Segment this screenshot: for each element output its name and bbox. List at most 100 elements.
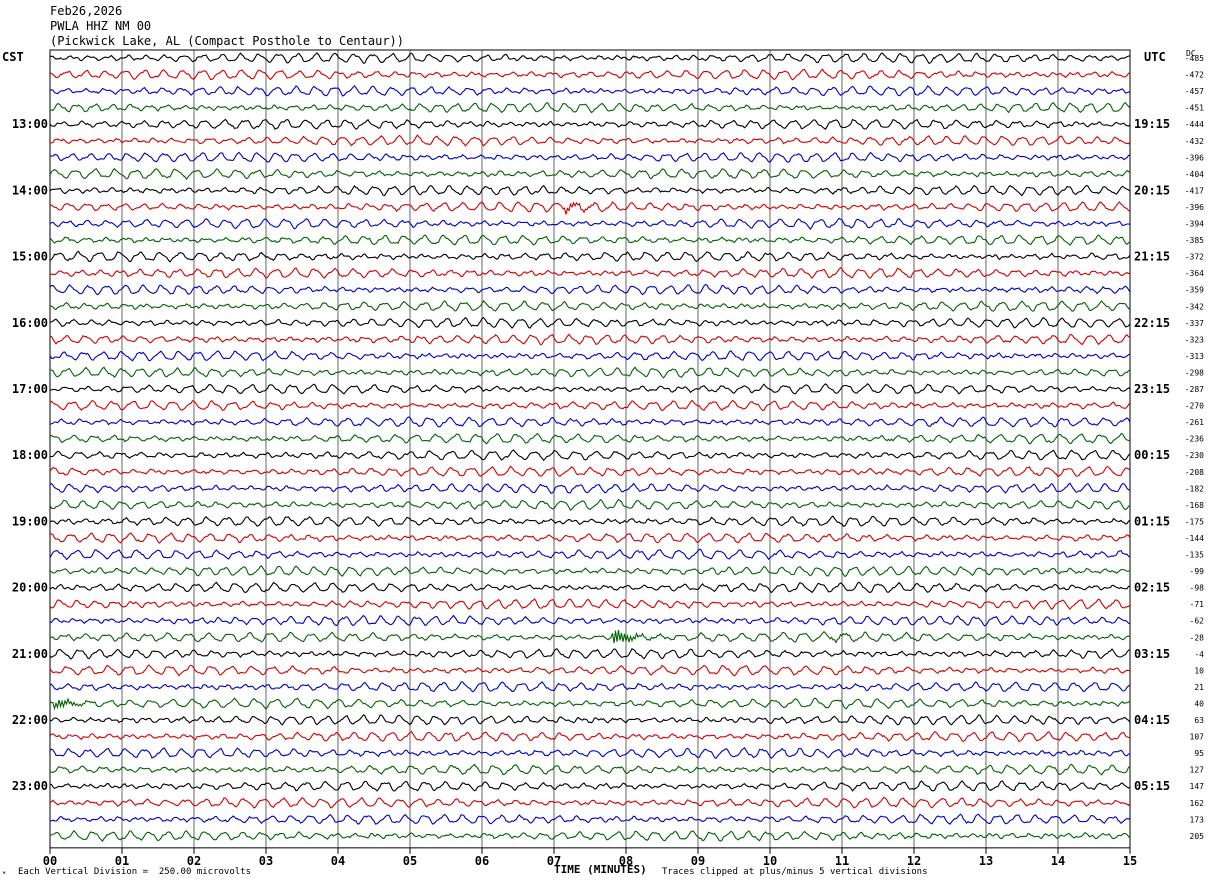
seismic-trace: [49, 333, 1131, 346]
dc-offset-label: 127: [1190, 766, 1205, 775]
dc-offset-label: 21: [1194, 683, 1204, 692]
dc-offset-label: 147: [1190, 782, 1205, 791]
dc-offset-label: -337: [1185, 319, 1204, 328]
x-tick-label: 03: [259, 854, 273, 868]
seismic-trace: [49, 350, 1131, 362]
seismic-trace: [49, 630, 1131, 644]
cst-hour-label: 16:00: [12, 316, 48, 330]
utc-hour-label: 20:15: [1134, 183, 1170, 197]
axis-labels: 00 01 02 03 04 05 06 07 08 09 10 11 12 13 14 15 -485 -472…: [12, 54, 1204, 868]
cst-hour-label: 22:00: [12, 713, 48, 727]
left-timezone-label: CST: [2, 50, 24, 64]
right-timezone-label: UTC: [1144, 50, 1166, 64]
dc-offset-label: -62: [1190, 617, 1205, 626]
seismic-trace: [49, 548, 1131, 561]
corner-mark: *: [2, 870, 7, 878]
utc-hour-label: 19:15: [1134, 117, 1170, 131]
utc-hour-label: 02:15: [1134, 581, 1170, 595]
x-tick-label: 00: [43, 854, 57, 868]
dc-offset-label: -359: [1185, 286, 1204, 295]
dc-offset-label: -313: [1185, 352, 1204, 361]
seismic-trace: [49, 581, 1130, 594]
dc-offset-label: -472: [1185, 71, 1204, 80]
seismic-trace: [49, 283, 1131, 296]
seismic-trace: [49, 465, 1131, 478]
seismic-trace: [49, 432, 1131, 445]
dc-offset-label: 162: [1190, 799, 1205, 808]
x-tick-label: 07: [547, 854, 561, 868]
cst-hour-label: 14:00: [12, 183, 48, 197]
seismic-trace: [49, 52, 1131, 64]
utc-hour-label: 00:15: [1134, 448, 1170, 462]
dc-offset-label: -168: [1185, 501, 1204, 510]
dc-offset-label: 10: [1194, 666, 1204, 675]
dc-offset-label: -364: [1185, 269, 1204, 278]
seismic-trace: [49, 217, 1131, 230]
dc-offset-label: -396: [1185, 203, 1204, 212]
seismic-trace: [49, 697, 1131, 711]
dc-offset-label: -385: [1185, 236, 1204, 245]
seismic-trace: [49, 565, 1131, 578]
dc-offset-label: -236: [1185, 435, 1204, 444]
x-axis-title: TIME (MINUTES): [554, 863, 647, 876]
x-tick-label: 02: [187, 854, 201, 868]
seismic-trace: [49, 449, 1131, 462]
x-tick-label: 05: [403, 854, 417, 868]
seismic-trace: [49, 151, 1131, 163]
dc-offset-label: 107: [1190, 733, 1205, 742]
seismic-trace: [49, 266, 1131, 280]
seismic-trace: [50, 780, 1131, 792]
seismic-trace: [49, 796, 1131, 809]
utc-hour-label: 04:15: [1134, 713, 1170, 727]
seismic-trace: [49, 482, 1131, 494]
seismic-trace: [49, 498, 1131, 511]
dc-offset-label: -270: [1185, 402, 1204, 411]
seismic-trace: [49, 118, 1131, 130]
cst-hour-label: 19:00: [12, 514, 48, 528]
dc-offset-label: 173: [1190, 815, 1205, 824]
cst-hour-label: 17:00: [12, 382, 48, 396]
dc-offset-label: -396: [1185, 153, 1204, 162]
x-tick-label: 01: [115, 854, 129, 868]
seismic-trace: [49, 316, 1131, 329]
seismic-trace: [49, 134, 1131, 147]
seismic-trace: [49, 680, 1131, 693]
x-tick-label: 13: [979, 854, 993, 868]
dc-offset-label: -444: [1185, 120, 1204, 129]
dc-offset-label: -432: [1185, 137, 1204, 146]
dc-offset-label: -208: [1185, 468, 1204, 477]
dc-offset-label: -135: [1185, 551, 1204, 560]
dc-offset-label: -175: [1185, 517, 1204, 526]
dc-offset-label: -261: [1185, 418, 1204, 427]
seismic-trace: [49, 614, 1131, 627]
dc-offset-label: 95: [1194, 749, 1204, 758]
seismic-trace: [49, 598, 1131, 610]
trace-group: [49, 52, 1131, 843]
utc-hour-label: 23:15: [1134, 382, 1170, 396]
dc-offset-label: 63: [1194, 716, 1204, 725]
x-tick-label: 15: [1123, 854, 1137, 868]
seismic-trace: [49, 746, 1131, 760]
dc-offset-label: -372: [1185, 253, 1204, 262]
seismic-trace: [49, 201, 1131, 215]
seismic-trace: [49, 763, 1131, 776]
cst-hour-label: 20:00: [12, 581, 48, 595]
record-date: Feb26,2026: [50, 4, 123, 18]
utc-hour-label: 05:15: [1134, 779, 1170, 793]
x-tick-label: 06: [475, 854, 489, 868]
seismic-trace: [49, 399, 1131, 412]
utc-hour-label: 03:15: [1134, 647, 1170, 661]
seismic-trace: [50, 366, 1131, 379]
vertical-scale-note: Each Vertical Division = 250.00 microvol…: [18, 867, 251, 877]
cst-hour-label: 21:00: [12, 647, 48, 661]
seismic-trace: [49, 532, 1131, 544]
station-location: (Pickwick Lake, AL (Compact Posthole to …: [50, 34, 405, 48]
seismic-trace: [49, 383, 1131, 395]
seismic-trace: [49, 714, 1131, 726]
dc-offset-label: -457: [1185, 87, 1204, 96]
seismic-trace: [49, 664, 1131, 677]
utc-hour-label: 01:15: [1134, 514, 1170, 528]
dc-offset-label: -323: [1185, 335, 1204, 344]
seismic-trace: [49, 416, 1131, 428]
